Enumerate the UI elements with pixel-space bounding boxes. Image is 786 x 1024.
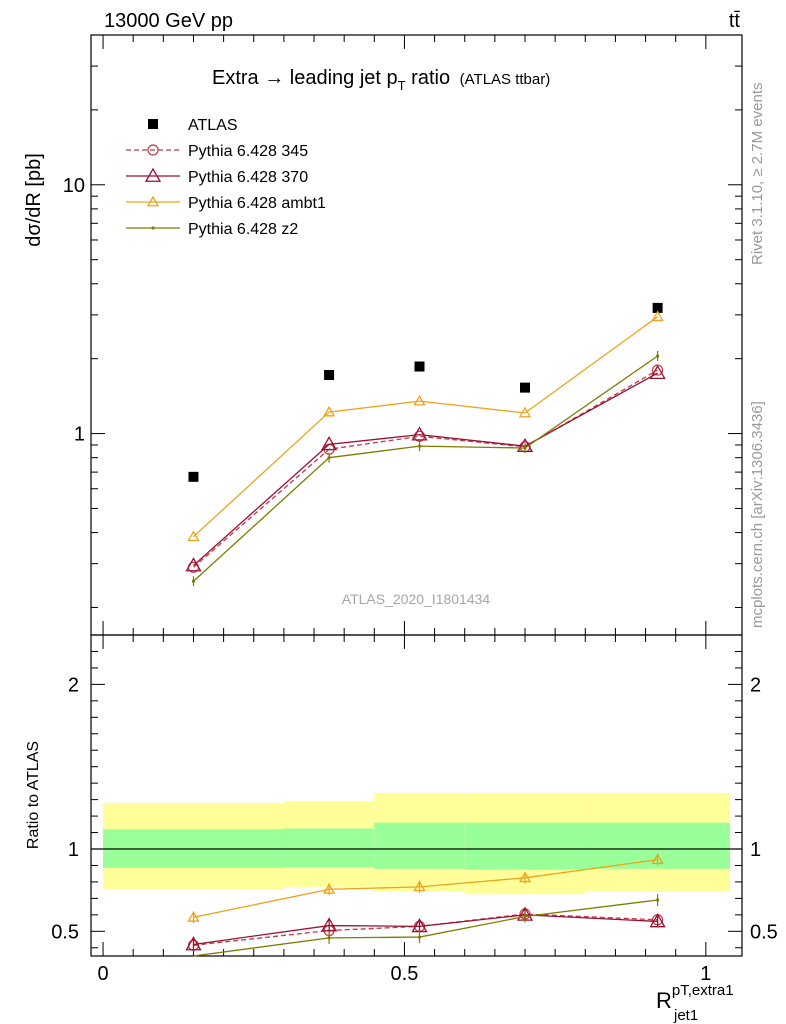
legend-label: Pythia 6.428 z2: [188, 221, 298, 238]
ratio-data-point: [413, 880, 426, 892]
ratio-uncertainty-bands: [91, 793, 742, 895]
main-data-point: [324, 369, 335, 380]
collision-label: 13000 GeV pp: [104, 10, 233, 32]
main-panel: 1 10 Extra → leading jet pT ratio (ATLAS …: [23, 34, 743, 636]
main-data-point: [652, 302, 663, 313]
main-data-point: [518, 406, 532, 418]
main-data-point: [413, 394, 426, 406]
legend-marker: [144, 167, 162, 182]
ratio-data-point: [651, 853, 664, 865]
ratio-data-point: [649, 913, 666, 928]
ratio-data-point: [322, 883, 336, 894]
ratio-y-tick-label-right: 1: [750, 839, 761, 861]
legend-marker: [147, 144, 159, 156]
ratio-data-point: [187, 911, 200, 922]
main-data-point: [656, 354, 660, 358]
main-ylabel-text: dσ/dR [pb]: [23, 153, 45, 247]
main-series-line: [193, 355, 658, 582]
main-watermark: ATLAS_2020_I1801434: [342, 591, 491, 607]
main-data-point: [187, 530, 200, 542]
main-axis-ticks: 1 10: [63, 34, 742, 635]
ratio-inner-band: [283, 828, 375, 868]
main-title-subscript: T: [398, 78, 406, 93]
ratio-series-group: [185, 853, 666, 957]
ratio-data-point: [518, 871, 532, 883]
ratio-y-tick-label-left: 0.5: [51, 921, 79, 943]
legend: ATLAS Pythia 6.428 345 Pythia 6.428 370 Pyt…: [126, 117, 326, 238]
ratio-data-point: [417, 935, 422, 939]
ratio-y-tick-label-left: 2: [68, 674, 79, 696]
main-data-point: [649, 364, 666, 380]
ratio-series-line: [193, 899, 658, 957]
legend-label: Pythia 6.428 ambt1: [188, 195, 326, 212]
main-data-point: [523, 446, 527, 450]
mcplots-label: mcplots.cern.ch [arXiv:1306.3436]: [749, 401, 766, 628]
ratio-x-tick-label: 0: [97, 963, 108, 985]
main-series-line: [193, 316, 658, 538]
legend-label: Pythia 6.428 370: [188, 169, 308, 186]
main-series-line: [193, 372, 658, 566]
main-data-point: [185, 557, 202, 572]
ratio-inner-band: [374, 822, 465, 869]
ratio-x-tick-label: 0.5: [391, 963, 419, 985]
rivet-version-label: Rivet 3.1.10, ≥ 2.7M events: [749, 83, 766, 266]
ratio-y-tick-label-right: 2: [750, 674, 761, 696]
xlabel-subscript: jet1: [673, 1007, 698, 1024]
ratio-data-point: [320, 917, 338, 932]
main-data-point: [651, 310, 664, 322]
ratio-plot-frame: [90, 634, 743, 957]
legend-label: ATLAS: [188, 117, 238, 134]
main-title-text: Extra → leading jet p: [212, 67, 398, 89]
ratio-panel: 0.5 0.5 1 1 2 2 0 0.5 1 Ratio to ATLAS RpT,extra…: [25, 634, 778, 1024]
ratio-data-point: [656, 898, 660, 902]
main-data-point: [320, 436, 338, 451]
ratio-axis-ticks: 0.5 0.5 1 1 2 2 0 0.5 1: [51, 635, 778, 985]
legend-marker: [148, 119, 158, 129]
main-y-tick-label: 10: [63, 175, 85, 197]
main-y-axis-label: dσ/dR [pb]: [23, 153, 45, 247]
main-data-point: [520, 382, 530, 393]
ratio-data-point: [523, 914, 527, 919]
main-y-tick-label: 1: [74, 424, 85, 446]
xlabel-main: R: [656, 988, 672, 1013]
legend-marker: [146, 195, 160, 207]
main-data-point: [411, 426, 428, 441]
legend-label: Pythia 6.428 345: [188, 143, 308, 160]
main-data-point: [417, 444, 422, 448]
ratio-y-axis-label: Ratio to ATLAS: [25, 741, 42, 849]
main-data-point: [327, 456, 331, 460]
ratio-data-point: [327, 936, 331, 940]
main-data-point: [322, 405, 336, 417]
ratio-y-tick-label-left: 1: [68, 839, 79, 861]
main-data-point: [191, 579, 196, 583]
legend-marker: [151, 226, 155, 230]
ratio-data-point: [185, 936, 202, 951]
main-series-group: [185, 302, 666, 587]
main-data-point: [414, 361, 425, 372]
process-label: tt̄: [729, 10, 741, 32]
ratio-inner-band: [464, 822, 586, 870]
main-series-line: [193, 369, 658, 568]
ratio-x-tick-label: 1: [700, 963, 711, 985]
ratio-y-tick-label-right: 0.5: [750, 921, 778, 943]
main-data-point: [188, 471, 199, 482]
ratio-x-axis-label: RpT,extra1: [656, 982, 734, 1013]
main-title-small: (ATLAS ttbar): [460, 71, 551, 88]
xlabel-superscript: pT,extra1: [672, 982, 734, 999]
main-title: Extra → leading jet pT ratio (ATLAS ttba…: [212, 67, 550, 93]
main-title-tail: ratio: [406, 67, 450, 89]
